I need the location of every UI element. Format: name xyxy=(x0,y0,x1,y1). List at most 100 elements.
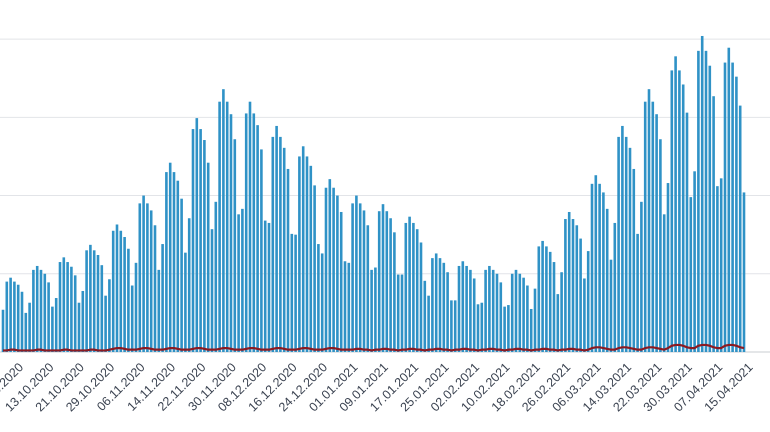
bar xyxy=(130,285,134,352)
bar xyxy=(533,288,537,352)
bar xyxy=(389,218,392,352)
bar xyxy=(70,266,73,352)
bar xyxy=(662,214,666,352)
bar xyxy=(453,300,457,352)
bar xyxy=(385,211,389,352)
bar xyxy=(640,201,643,352)
bar xyxy=(20,291,24,352)
bar xyxy=(484,269,487,352)
bar xyxy=(685,112,689,352)
bar xyxy=(343,261,347,352)
bar xyxy=(286,168,290,352)
bar xyxy=(146,203,149,352)
bar xyxy=(545,246,548,352)
bar xyxy=(100,265,104,352)
bar xyxy=(564,219,567,352)
bar xyxy=(423,280,427,352)
bar xyxy=(47,282,50,352)
bar xyxy=(617,136,620,352)
bar xyxy=(590,183,594,352)
bar xyxy=(96,255,100,352)
bar xyxy=(184,252,187,352)
bar xyxy=(294,234,297,352)
bar xyxy=(339,211,343,352)
bar xyxy=(320,253,324,352)
bar xyxy=(507,305,510,352)
bar xyxy=(393,232,396,352)
bar xyxy=(735,76,738,352)
bar xyxy=(518,273,522,352)
bar xyxy=(446,272,449,352)
bar xyxy=(689,197,693,352)
bar xyxy=(222,89,225,352)
bar xyxy=(697,50,700,352)
bar xyxy=(305,156,309,352)
bar xyxy=(381,204,385,352)
bar xyxy=(119,230,123,352)
bar xyxy=(317,244,320,352)
bar xyxy=(541,240,544,352)
bar xyxy=(301,146,305,352)
bar xyxy=(267,222,271,352)
bar xyxy=(43,273,47,352)
bar xyxy=(77,302,81,352)
bar xyxy=(377,211,381,352)
bar xyxy=(522,277,525,352)
bar xyxy=(526,285,529,352)
bar xyxy=(195,118,199,352)
bar xyxy=(716,186,719,352)
bar xyxy=(438,258,442,352)
bar xyxy=(279,136,282,352)
bar xyxy=(332,187,335,352)
bar xyxy=(358,203,362,352)
bar xyxy=(157,269,161,352)
bar xyxy=(225,101,229,352)
bar xyxy=(678,70,681,353)
bar xyxy=(271,136,275,352)
bar xyxy=(13,281,16,352)
bar xyxy=(203,140,206,352)
bar xyxy=(396,274,400,352)
bar xyxy=(58,262,62,352)
bar xyxy=(111,230,115,352)
bar xyxy=(655,114,658,353)
bar xyxy=(712,96,715,352)
bar xyxy=(457,265,461,352)
bar xyxy=(434,253,438,352)
bar xyxy=(115,224,119,352)
bar xyxy=(651,101,655,352)
bar xyxy=(62,257,66,352)
bar xyxy=(472,278,476,352)
bar xyxy=(104,295,107,352)
bar xyxy=(241,208,244,352)
bar xyxy=(309,165,313,352)
bar xyxy=(233,139,237,352)
bar xyxy=(465,265,468,352)
bar xyxy=(693,171,696,352)
bar xyxy=(742,192,746,352)
bar xyxy=(5,281,9,352)
bar xyxy=(256,125,259,353)
bar xyxy=(206,162,210,352)
bar xyxy=(282,147,286,352)
bar xyxy=(210,229,214,352)
bar xyxy=(476,304,480,352)
bar xyxy=(647,89,651,352)
bar xyxy=(442,262,446,352)
bar xyxy=(168,162,172,352)
bar xyxy=(659,139,662,352)
bar xyxy=(514,269,518,352)
bar xyxy=(92,250,96,352)
bar xyxy=(400,274,404,352)
bar xyxy=(347,262,351,352)
bar xyxy=(408,216,411,352)
bar xyxy=(510,273,514,352)
bar xyxy=(123,237,126,352)
bar xyxy=(32,269,35,352)
bar xyxy=(127,248,130,352)
bar xyxy=(537,246,541,352)
bar xyxy=(89,244,92,352)
bar xyxy=(548,251,552,352)
